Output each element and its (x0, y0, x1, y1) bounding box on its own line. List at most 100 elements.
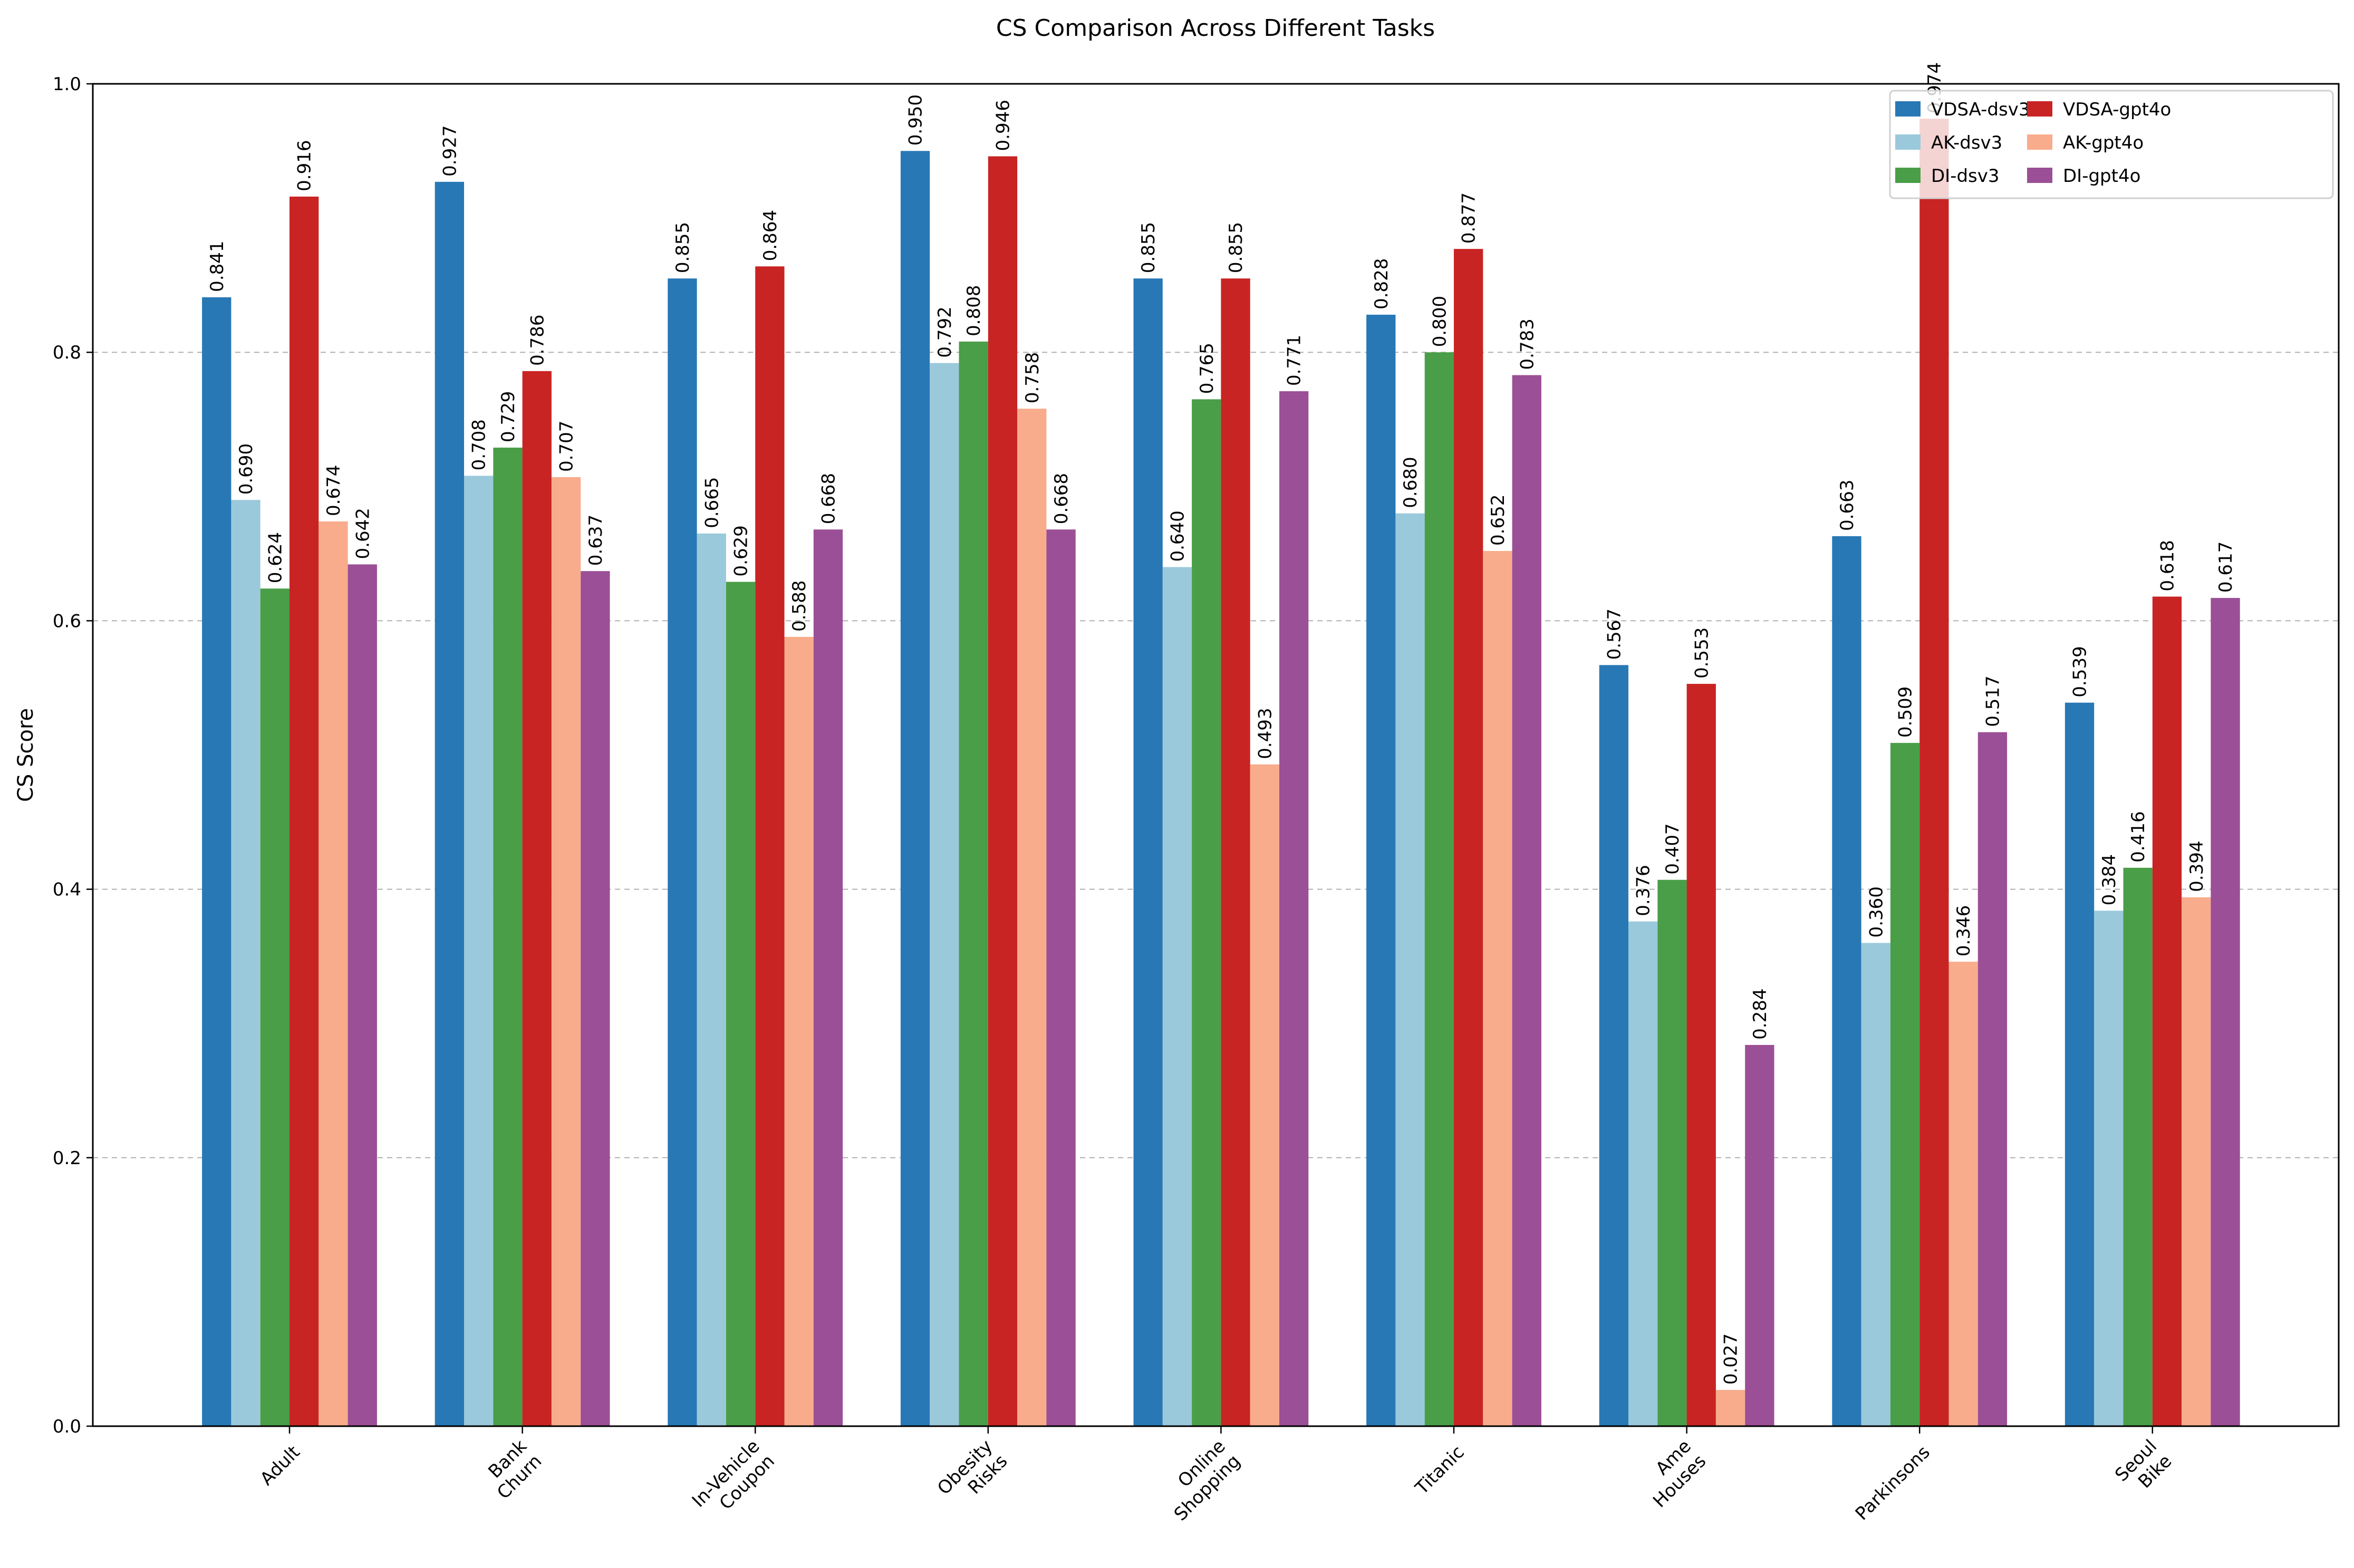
bar-value-label: 0.553 (1691, 627, 1712, 679)
bar-value-label: 0.786 (527, 315, 548, 366)
bar-value-label: 0.765 (1197, 343, 1218, 394)
bar-AK-gpt4o (1017, 409, 1047, 1426)
bar-value-label: 0.855 (1226, 222, 1247, 273)
bar-AK-gpt4o (1250, 764, 1279, 1426)
bar-value-label: 0.346 (1953, 905, 1974, 956)
bar-VDSA-dsv3 (900, 151, 930, 1426)
y-tick-label: 0.2 (53, 1148, 81, 1169)
bar-AK-dsv3 (1395, 513, 1425, 1426)
bar-DI-dsv3 (1192, 399, 1221, 1426)
x-tick-label: BankChurn (478, 1436, 546, 1504)
x-tick-label: AmeHouses (1634, 1436, 1710, 1512)
bar-VDSA-dsv3 (1366, 314, 1396, 1426)
bar-value-label: 0.946 (992, 100, 1014, 151)
chart-title: CS Comparison Across Different Tasks (996, 15, 1435, 42)
bar-DI-dsv3 (1657, 879, 1687, 1426)
bar-value-label: 0.855 (1138, 222, 1159, 273)
bar-AK-dsv3 (1162, 567, 1192, 1426)
bar-value-label: 0.618 (2157, 540, 2178, 591)
bar-value-label: 0.509 (1895, 686, 1916, 738)
bar-VDSA-gpt4o (1919, 119, 1949, 1426)
x-tick-label: Adult (256, 1441, 304, 1489)
bar-VDSA-dsv3 (1832, 536, 1861, 1427)
bar-value-label: 0.629 (731, 525, 752, 576)
bar-AK-dsv3 (697, 533, 726, 1427)
bar-DI-gpt4o (581, 571, 610, 1426)
legend-swatch-AK-gpt4o (2027, 134, 2052, 150)
bar-VDSA-gpt4o (1221, 278, 1250, 1427)
y-tick-label: 0.4 (53, 879, 81, 901)
legend-swatch-VDSA-gpt4o (2027, 101, 2052, 117)
legend-label: DI-gpt4o (2063, 166, 2140, 187)
bar-value-label: 0.690 (236, 443, 257, 495)
bar-DI-gpt4o (1745, 1044, 1774, 1426)
bar-value-label: 0.539 (2070, 646, 2091, 697)
bar-value-label: 0.950 (905, 94, 927, 146)
bar-value-label: 0.665 (701, 477, 722, 528)
x-tick-label: Parkinsons (1851, 1441, 1934, 1524)
bar-DI-gpt4o (2211, 598, 2240, 1426)
bar-VDSA-gpt4o (290, 196, 319, 1426)
bar-DI-dsv3 (1424, 352, 1454, 1427)
bar-AK-gpt4o (551, 477, 581, 1426)
bar-value-label: 0.360 (1866, 886, 1887, 937)
bar-value-label: 0.855 (672, 222, 693, 273)
bar-value-label: 0.708 (469, 419, 490, 470)
bar-value-label: 0.758 (1022, 352, 1043, 403)
bar-value-label: 0.517 (1982, 675, 2003, 727)
bar-DI-dsv3 (959, 341, 988, 1426)
legend: VDSA-dsv3 AK-dsv3 DI-dsv3 VDSA-gpt4o AK-gpt4… (1889, 90, 2334, 199)
bar-VDSA-dsv3 (2064, 702, 2095, 1426)
bar-value-label: 0.416 (2128, 811, 2149, 863)
bar-value-label: 0.637 (585, 515, 606, 566)
bar-AK-dsv3 (2094, 911, 2124, 1426)
legend-label: DI-dsv3 (1931, 166, 2000, 187)
bar-VDSA-dsv3 (435, 181, 464, 1427)
x-tick-label: Titanic (1411, 1441, 1469, 1499)
y-tick-label: 0.0 (53, 1416, 81, 1437)
bar-value-label: 0.663 (1837, 480, 1858, 531)
legend-swatch-VDSA-dsv3 (1895, 101, 1921, 117)
bar-VDSA-gpt4o (988, 156, 1018, 1427)
y-tick-label: 0.8 (53, 342, 81, 363)
legend-swatch-AK-dsv3 (1895, 134, 1921, 150)
bar-DI-gpt4o (1279, 391, 1309, 1427)
bar-value-label: 0.729 (498, 391, 519, 442)
bar-value-label: 0.284 (1750, 989, 1771, 1040)
legend-label: AK-gpt4o (2063, 132, 2144, 153)
legend-label: VDSA-gpt4o (2063, 99, 2171, 120)
bar-AK-gpt4o (1715, 1390, 1745, 1426)
bar-AK-dsv3 (930, 363, 959, 1426)
bar-DI-dsv3 (2123, 867, 2153, 1426)
bar-AK-dsv3 (1628, 921, 1658, 1426)
bar-value-label: 0.916 (294, 140, 315, 191)
x-tick-label: SeoulBike (2111, 1436, 2176, 1501)
bar-value-label: 0.707 (556, 421, 577, 472)
bar-DI-dsv3 (726, 582, 756, 1426)
x-tick-label: In-VehicleCoupon (688, 1436, 779, 1526)
x-tick-label: OnlineShopping (1155, 1436, 1244, 1525)
bar-value-label: 0.783 (1517, 318, 1538, 370)
bar-AK-gpt4o (2182, 897, 2211, 1426)
bar-DI-gpt4o (1046, 529, 1076, 1426)
bar-value-label: 0.792 (934, 306, 956, 357)
bar-value-label: 0.617 (2215, 541, 2236, 593)
bar-value-label: 0.640 (1167, 510, 1188, 562)
y-tick-label: 0.6 (53, 611, 81, 632)
bar-VDSA-gpt4o (522, 371, 552, 1426)
bar-VDSA-dsv3 (1133, 278, 1163, 1427)
bar-value-label: 0.384 (2099, 854, 2120, 905)
bar-VDSA-gpt4o (2152, 596, 2182, 1426)
bar-AK-gpt4o (1948, 962, 1978, 1426)
bar-value-label: 0.394 (2186, 841, 2207, 892)
bar-value-label: 0.407 (1662, 823, 1683, 874)
bar-value-label: 0.771 (1284, 335, 1305, 386)
y-axis-label: CS Score (14, 708, 38, 802)
bar-DI-gpt4o (1977, 732, 2008, 1426)
bar-AK-dsv3 (464, 476, 494, 1426)
bar-value-label: 0.674 (323, 465, 344, 516)
bar-AK-gpt4o (1483, 551, 1512, 1426)
y-tick-label: 1.0 (53, 74, 81, 95)
bar-value-label: 0.927 (439, 125, 460, 177)
